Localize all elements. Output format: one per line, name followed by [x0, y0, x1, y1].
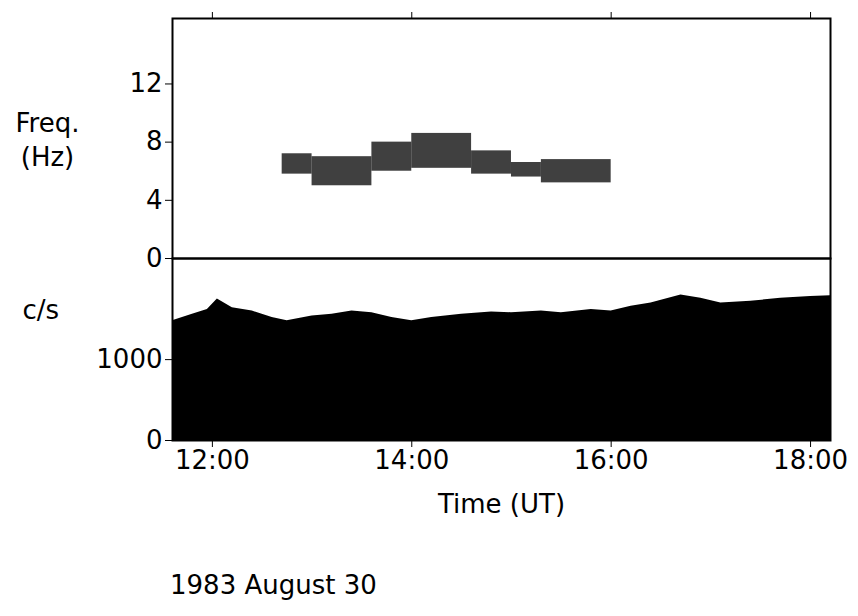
svg-text:12: 12 [129, 68, 162, 98]
svg-text:Time (UT): Time (UT) [437, 489, 565, 519]
svg-text:8: 8 [146, 126, 163, 156]
svg-text:14:00: 14:00 [374, 445, 449, 475]
svg-text:12:00: 12:00 [175, 445, 250, 475]
html-text:1983 August 30: 1983 August 30 [170, 570, 377, 600]
svg-text:18:00: 18:00 [773, 445, 848, 475]
svg-text:16:00: 16:00 [574, 445, 649, 475]
svg-text:1000: 1000 [96, 344, 162, 374]
svg-text:c/s: c/s [23, 295, 60, 325]
svg-text:0: 0 [146, 425, 163, 455]
svg-text:Freq.(Hz): Freq.(Hz) [16, 108, 80, 172]
svg-text:4: 4 [146, 185, 163, 215]
svg-text:0: 0 [146, 243, 163, 273]
